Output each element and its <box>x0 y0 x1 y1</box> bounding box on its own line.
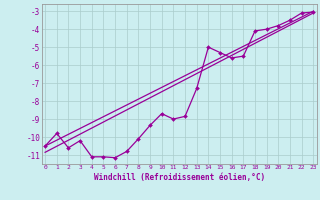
X-axis label: Windchill (Refroidissement éolien,°C): Windchill (Refroidissement éolien,°C) <box>94 173 265 182</box>
